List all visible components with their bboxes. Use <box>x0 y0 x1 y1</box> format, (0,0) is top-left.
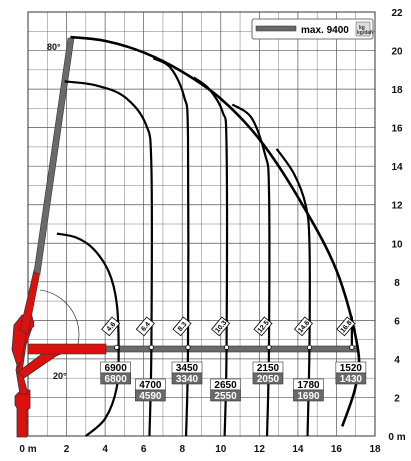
raised-boom-red-section <box>19 269 41 335</box>
x-tick-label: 12 <box>254 444 266 455</box>
hook-marker <box>223 344 230 350</box>
capacity-upper-value: 2650 <box>214 380 237 391</box>
angle-label-20: 20° <box>53 371 67 381</box>
capacity-lower-box <box>100 372 131 385</box>
reach-label-text: 6.4 <box>140 321 152 333</box>
x-axis-ticks: 0 m 2 4 6 8 10 12 14 16 18 <box>19 444 381 455</box>
reach-curve-8.3 <box>152 57 190 437</box>
hook-marker <box>266 344 272 350</box>
working-envelope-curve <box>70 35 361 427</box>
capacity-upper-value: 4700 <box>139 380 162 391</box>
capacity-lower-value: 1690 <box>297 391 320 402</box>
x-tick-label: 0 m <box>19 444 36 455</box>
y-tick-label: 14 <box>391 162 403 173</box>
reach-label-box <box>101 316 121 337</box>
reach-curve-4.6 <box>56 232 120 437</box>
capacity-lower-value: 3340 <box>176 374 199 385</box>
capacity-upper-value: 3450 <box>176 363 199 374</box>
reach-label-box <box>135 316 155 337</box>
x-tick-label: 6 <box>141 444 147 455</box>
x-tick-label: 16 <box>331 444 343 455</box>
reach-label-6.4: 6.4 <box>135 316 155 337</box>
reach-label-box <box>253 316 273 337</box>
y-tick-label: 6 <box>394 316 400 327</box>
capacity-labels: 6900680047004590345033402650255021502050… <box>100 361 367 402</box>
capacity-upper-value: 6900 <box>105 363 128 374</box>
reach-label-8.3: 8.3 <box>172 316 192 337</box>
raised-boom-extension <box>33 37 75 275</box>
reach-label-box <box>293 316 313 337</box>
main-boom-extension <box>105 345 359 353</box>
capacity-lower-box <box>210 389 241 402</box>
y-tick-label: 10 <box>391 239 403 250</box>
capacity-lower-box <box>135 389 166 402</box>
y-tick-label: 2 <box>394 393 400 404</box>
capacity-lower-value: 2050 <box>257 374 280 385</box>
y-tick-label: 8 <box>394 278 400 289</box>
reach-label-box <box>172 316 192 337</box>
y-axis-ticks: 0 m 2 4 6 8 10 12 14 16 18 20 22 <box>388 8 405 443</box>
capacity-lower-value: 1430 <box>340 374 363 385</box>
reach-curve-14.6 <box>275 148 311 437</box>
legend-unit-top: kg <box>359 25 365 31</box>
hook-marker <box>185 344 191 350</box>
slewing-arc <box>39 289 80 345</box>
reach-label-text: 8.3 <box>177 321 189 333</box>
hook-marker <box>114 344 120 350</box>
capacity-lower-value: 6800 <box>105 374 128 385</box>
max-capacity-legend: max. 9400 kg kg/daN <box>251 18 374 40</box>
legend-max-label: max. 9400 <box>301 25 349 36</box>
x-tick-label: 18 <box>369 444 381 455</box>
hook-marker <box>148 344 154 350</box>
capacity-lower-box <box>335 372 367 385</box>
x-tick-label: 8 <box>179 444 185 455</box>
capacity-lower-box <box>171 372 203 385</box>
legend-box <box>251 18 374 40</box>
legend-unit-badge <box>355 21 371 37</box>
crane-illustration <box>11 37 359 438</box>
capacity-upper-value: 1520 <box>340 363 363 374</box>
capacity-lower-value: 4590 <box>139 391 162 402</box>
reach-labels: 4.6 6.4 8.3 10.3 12.5 14.6 16.8 <box>101 316 356 337</box>
reach-label-box <box>211 316 231 337</box>
x-tick-label: 4 <box>102 444 108 455</box>
reach-label-box <box>336 316 356 337</box>
legend-boom-icon <box>255 25 297 32</box>
x-tick-label: 2 <box>64 444 70 455</box>
hook-marker <box>349 344 355 350</box>
y-tick-label: 16 <box>391 124 403 135</box>
capacity-lower-value: 2550 <box>214 391 237 402</box>
y-tick-label: 22 <box>391 8 403 19</box>
y-tick-label: 12 <box>391 201 403 212</box>
capacity-lower-box <box>252 372 284 385</box>
x-tick-label: 14 <box>292 444 304 455</box>
y-tick-label: 20 <box>391 47 403 58</box>
y-tick-label: 0 m <box>388 432 405 443</box>
y-tick-label: 18 <box>391 85 403 96</box>
capacity-lower-box <box>293 389 324 402</box>
legend-unit-bottom: kg/daN <box>357 30 374 36</box>
reach-label-text: 4.6 <box>106 321 118 333</box>
main-boom-red-section <box>27 343 107 355</box>
capacity-upper-value: 2150 <box>257 363 280 374</box>
capacity-upper-value: 1780 <box>297 380 320 391</box>
reach-label-4.6: 4.6 <box>101 316 121 337</box>
x-tick-label: 10 <box>215 444 227 455</box>
angle-label-80: 80° <box>47 42 61 52</box>
hook-marker <box>306 344 313 350</box>
plot-frame <box>27 11 376 437</box>
y-tick-label: 4 <box>394 355 400 366</box>
hook-markers <box>114 344 355 350</box>
